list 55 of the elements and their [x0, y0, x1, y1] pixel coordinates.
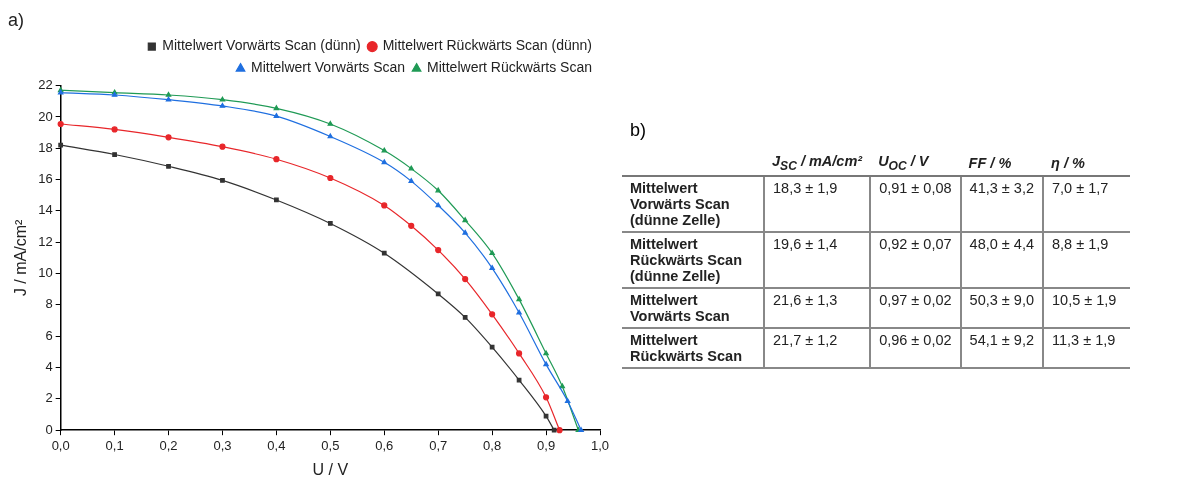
y-tick-label: 6 [45, 327, 53, 343]
text: 21,6 ± 1,3 [773, 291, 838, 308]
x-tick-label: 0,8 [483, 437, 502, 453]
x-tick-label: 0,3 [213, 437, 232, 453]
category-label: Mittelwert Vorwärts Scan [630, 291, 730, 324]
legend-label: Mittelwert Rückwärts Scan (dünn) [382, 37, 593, 54]
legend-label: Mittelwert Vorwärts Scan (dünn) [162, 37, 361, 54]
x-axis-title: U / V [312, 460, 349, 478]
x-tick-label: 1,0 [590, 437, 610, 453]
category-label: Mittelwert Rückwärts Scan [630, 331, 743, 364]
text: 0,92 ± 0,07 [879, 235, 952, 252]
category-label: FF / % [960, 151, 1043, 176]
x-tick-label: 0,2 [159, 437, 178, 453]
text: 41,3 ± 3,2 [969, 179, 1034, 196]
text: 11,3 ± 1,9 [1052, 331, 1116, 348]
y-tick-label: 12 [38, 233, 53, 249]
text: 21,7 ± 1,2 [773, 331, 838, 348]
text: 50,3 ± 9,0 [969, 291, 1034, 308]
text: b) [630, 120, 647, 141]
y-tick-label: 4 [45, 359, 53, 375]
category-label: η / % [1043, 151, 1130, 176]
text: 7,0 ± 1,7 [1052, 179, 1109, 196]
y-tick-label: 10 [38, 265, 53, 281]
category-label: Mittelwert Vorwärts Scan (dünne Zelle) [630, 179, 730, 228]
x-tick-label: 0,0 [51, 437, 70, 453]
category-label: U$_{OC}$ / V [870, 151, 961, 176]
text: 19,6 ± 1,4 [773, 235, 838, 252]
y-tick-label: 0 [45, 421, 53, 437]
legend-label: Mittelwert Rückwärts Scan [427, 59, 593, 76]
x-tick-label: 0,7 [429, 437, 448, 453]
y-tick-label: 14 [38, 202, 53, 218]
x-tick-label: 0,9 [537, 437, 556, 453]
category-label: J$_{SC}$ / mA/cm² [764, 151, 871, 176]
x-tick-label: 0,4 [267, 437, 286, 453]
y-tick-label: 2 [45, 390, 53, 406]
x-tick-label: 0,6 [375, 437, 394, 453]
y-tick-label: 18 [38, 139, 53, 155]
legend-label: Mittelwert Vorwärts Scan [251, 59, 406, 76]
text: 0,91 ± 0,08 [879, 179, 952, 196]
text: 18,3 ± 1,9 [773, 179, 838, 196]
text: 54,1 ± 9,2 [969, 331, 1034, 348]
y-tick-label: 22 [38, 77, 53, 93]
chart-title: a) [8, 9, 25, 30]
text: 0,96 ± 0,02 [879, 331, 952, 348]
text: 8,8 ± 1,9 [1052, 235, 1109, 252]
x-tick-label: 0,1 [105, 437, 124, 453]
y-axis-title: J / mA/cm² [12, 219, 30, 297]
y-tick-label: 16 [38, 171, 53, 187]
text: 0,97 ± 0,02 [879, 291, 952, 308]
y-tick-label: 20 [38, 108, 53, 124]
y-tick-label: 8 [45, 296, 53, 312]
text: 48,0 ± 4,4 [969, 235, 1034, 252]
category-label: Mittelwert Rückwärts Scan (dünne Zelle) [630, 235, 743, 284]
x-tick-label: 0,5 [321, 437, 340, 453]
text: 10,5 ± 1,9 [1052, 291, 1117, 308]
